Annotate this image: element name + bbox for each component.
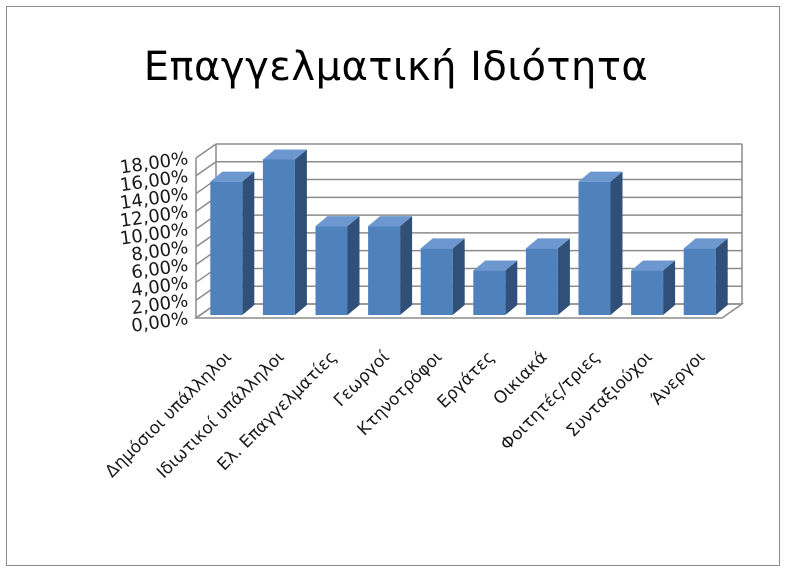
bar <box>525 238 570 315</box>
bar <box>578 171 623 315</box>
gridline-side <box>195 143 217 159</box>
x-category-label: Άνεργοι <box>647 347 709 409</box>
bar <box>262 149 307 315</box>
bar <box>631 260 676 315</box>
x-category-label: Εργάτες <box>434 347 499 412</box>
bar <box>683 238 728 315</box>
bar <box>473 260 518 315</box>
bar <box>210 171 255 315</box>
bar <box>420 238 465 315</box>
bars-layer <box>210 149 728 315</box>
chart-floor <box>193 303 745 319</box>
bar <box>315 216 360 315</box>
gridline-side <box>195 161 217 177</box>
y-axis-ticks: 0,00%2,00%4,00%6,00%8,00%10,00%12,00%14,… <box>119 148 190 337</box>
chart-title: Επαγγελματική Ιδιότητα <box>143 44 649 90</box>
bar <box>368 216 413 315</box>
